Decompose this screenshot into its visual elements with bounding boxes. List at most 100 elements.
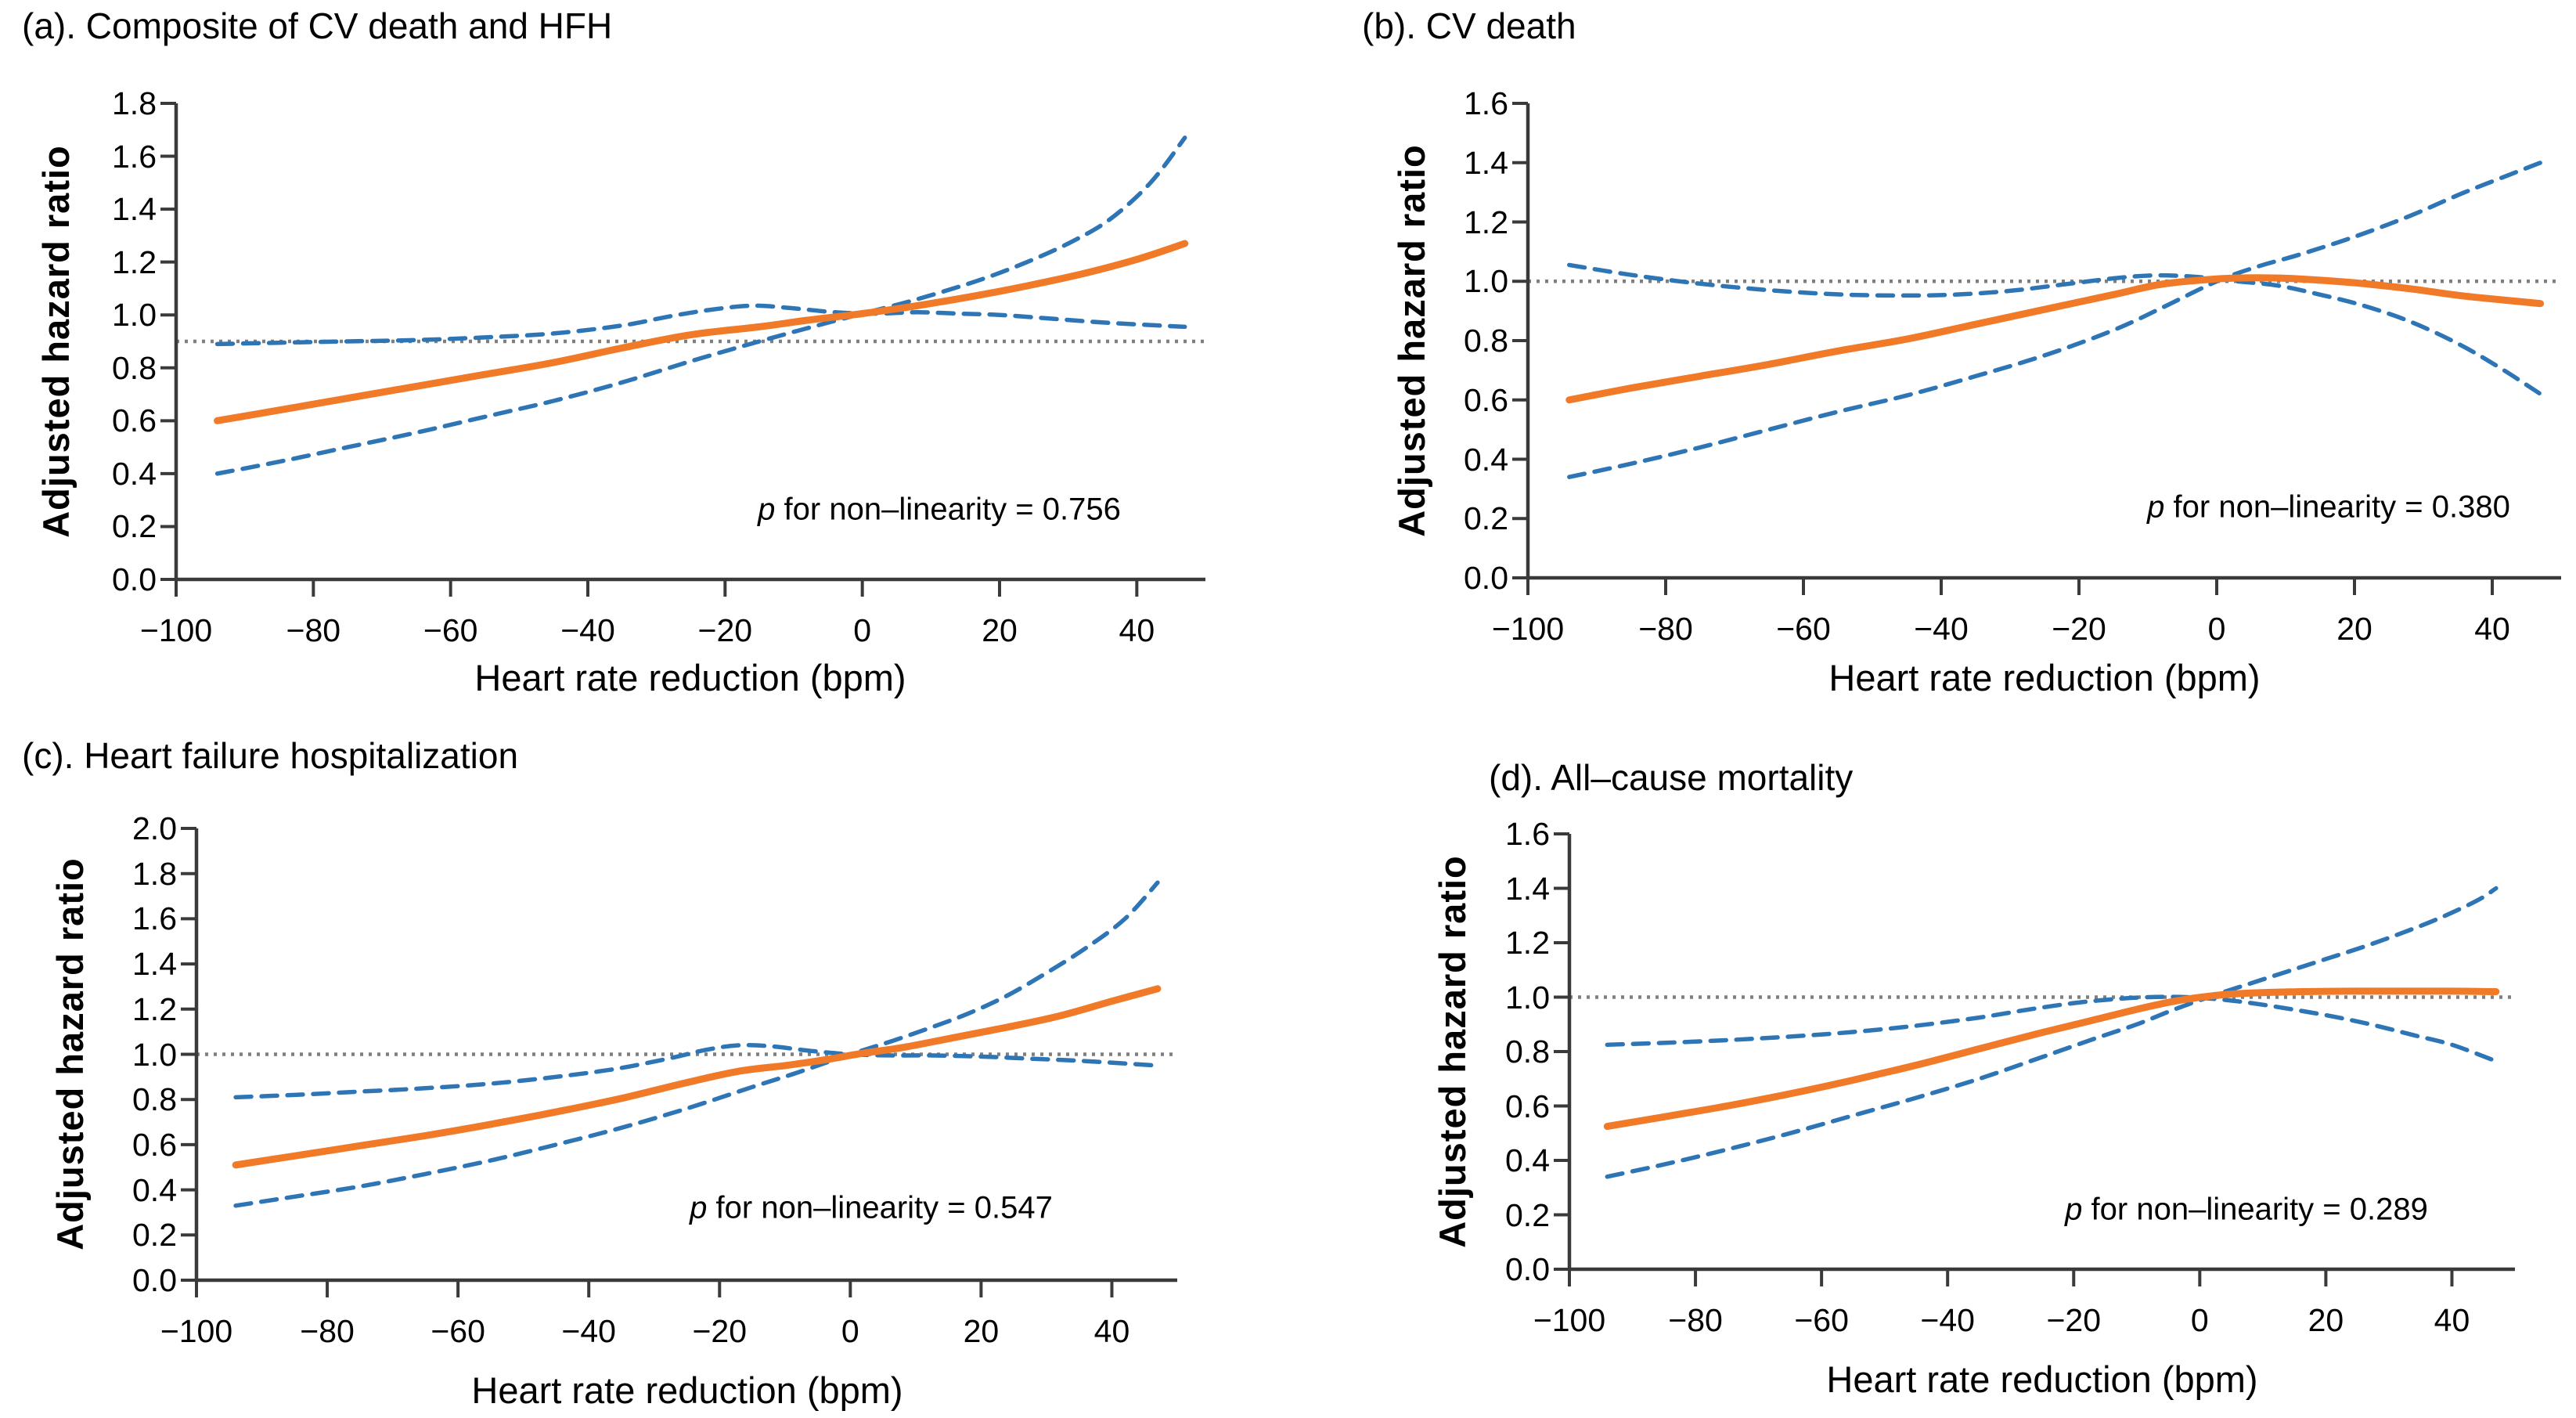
- c-ci-band-flat-curve: [233, 1042, 1160, 1100]
- panel-a-title: (a). Composite of CV death and HFH: [22, 5, 613, 46]
- b-ci-band-flat-curve: [1567, 262, 2543, 396]
- c-y-tick-label: 1.2: [132, 990, 177, 1027]
- d-x-tick-label: 0: [2190, 1302, 2209, 1338]
- panel-b-title: (b). CV death: [1362, 5, 1576, 46]
- d-y-tick-label: 1.0: [1505, 979, 1550, 1016]
- b-y-tick-label: 1.6: [1464, 85, 1508, 121]
- d-x-tick-label: 20: [2308, 1302, 2344, 1338]
- b-y-tick-label: 1.0: [1464, 263, 1508, 300]
- panel-d-p-symbol: p: [2065, 1192, 2083, 1227]
- c-y-tick-label: 1.8: [132, 855, 177, 892]
- d-ci-band-flat-curve: [1605, 994, 2499, 1063]
- a-y-tick-label: 1.0: [112, 297, 157, 334]
- panel-d-title: (d). All–cause mortality: [1489, 757, 1854, 798]
- c-x-tick-label: −100: [160, 1313, 233, 1349]
- b-x-tick-label: −20: [2052, 611, 2106, 647]
- a-x-tick-label: −100: [139, 612, 213, 648]
- b-x-tick-label: 0: [2207, 611, 2226, 647]
- d-y-tick-label: 0.4: [1505, 1142, 1550, 1178]
- d-y-tick-label: 1.6: [1505, 816, 1550, 852]
- b-y-tick-label: 0.2: [1464, 500, 1508, 537]
- c-adjusted-hazard-ratio-curve: [232, 985, 1162, 1169]
- c-x-tick-label: 20: [963, 1313, 1000, 1349]
- c-y-tick-label: 1.4: [132, 946, 177, 983]
- b-y-tick-label: 0.4: [1464, 441, 1508, 478]
- c-y-tick-label: 2.0: [132, 810, 177, 846]
- panel-c-p-annotation: p for non–linearity = 0.547: [690, 1191, 1053, 1226]
- b-x-tick-label: 20: [2336, 611, 2372, 647]
- panel-a-p-annotation: p for non–linearity = 0.756: [758, 493, 1121, 528]
- d-y-tick-label: 0.8: [1505, 1034, 1550, 1070]
- c-y-tick-label: 0.6: [132, 1126, 177, 1163]
- d-y-tick-label: 1.4: [1505, 870, 1550, 907]
- b-y-tick-label: 1.2: [1464, 204, 1508, 240]
- b-x-tick-label: −60: [1776, 611, 1831, 647]
- d-y-tick-label: 0.2: [1505, 1196, 1550, 1233]
- a-ci-band-flat-curve: [214, 303, 1187, 347]
- b-y-tick-label: 1.4: [1464, 144, 1508, 181]
- a-x-tick-label: 40: [1119, 612, 1155, 648]
- a-y-tick-label: 1.6: [112, 138, 157, 175]
- c-x-tick-label: 40: [1093, 1313, 1130, 1349]
- c-y-tick-label: 0.0: [132, 1262, 177, 1298]
- a-x-tick-label: −40: [560, 612, 615, 648]
- d-ci-band-steep-curve: [1605, 886, 2499, 1179]
- panel-d-p-text: for non–linearity = 0.289: [2082, 1192, 2428, 1227]
- panel-a-p-symbol: p: [758, 492, 776, 527]
- panel-a-p-text: for non–linearity = 0.756: [775, 492, 1121, 527]
- a-y-tick-label: 1.8: [112, 85, 157, 121]
- b-y-tick-label: 0.0: [1464, 560, 1508, 596]
- d-x-tick-label: 40: [2434, 1302, 2470, 1338]
- a-y-tick-label: 0.8: [112, 349, 157, 386]
- a-x-tick-label: 0: [853, 612, 872, 648]
- a-y-tick-label: 0.2: [112, 508, 157, 545]
- d-x-tick-label: −40: [1920, 1302, 1975, 1338]
- a-y-tick-label: 1.4: [112, 191, 157, 228]
- panel-b-p-annotation: p for non–linearity = 0.380: [2147, 490, 2510, 525]
- c-x-tick-label: −80: [300, 1313, 355, 1349]
- panel-c-title: (c). Heart failure hospitalization: [22, 735, 519, 776]
- a-adjusted-hazard-ratio-curve: [214, 240, 1189, 424]
- b-x-tick-label: −100: [1491, 611, 1565, 647]
- d-y-tick-label: 1.2: [1505, 925, 1550, 961]
- panel-a-x-axis-label: Heart rate reduction (bpm): [474, 657, 906, 698]
- b-adjusted-hazard-ratio-curve: [1565, 274, 2545, 404]
- a-y-tick-label: 0.4: [112, 455, 157, 492]
- b-x-tick-label: 40: [2474, 611, 2510, 647]
- panel-d-x-axis-label: Heart rate reduction (bpm): [1826, 1358, 2258, 1400]
- d-y-tick-label: 0.6: [1505, 1088, 1550, 1124]
- d-y-tick-label: 0.0: [1505, 1251, 1550, 1287]
- c-y-tick-label: 0.8: [132, 1081, 177, 1118]
- panel-c-p-symbol: p: [690, 1190, 708, 1225]
- d-adjusted-hazard-ratio-curve: [1603, 987, 2500, 1131]
- a-x-tick-label: −20: [697, 612, 753, 648]
- c-x-tick-label: −60: [431, 1313, 485, 1349]
- c-x-tick-label: 0: [841, 1313, 859, 1349]
- d-x-tick-label: −60: [1794, 1302, 1849, 1338]
- panel-d-p-annotation: p for non–linearity = 0.289: [2065, 1192, 2428, 1228]
- b-y-tick-label: 0.6: [1464, 381, 1508, 418]
- panel-c-p-text: for non–linearity = 0.547: [707, 1190, 1053, 1225]
- a-x-tick-label: −60: [423, 612, 478, 648]
- c-y-tick-label: 1.0: [132, 1036, 177, 1073]
- b-x-tick-label: −80: [1638, 611, 1693, 647]
- a-x-tick-label: 20: [982, 612, 1018, 648]
- a-y-tick-label: 0.0: [112, 561, 157, 597]
- a-x-tick-label: −80: [286, 612, 341, 648]
- d-x-tick-label: −100: [1533, 1302, 1606, 1338]
- c-y-tick-label: 1.6: [132, 900, 177, 937]
- b-x-tick-label: −40: [1914, 611, 1969, 647]
- panel-b-p-symbol: p: [2147, 489, 2165, 525]
- a-ci-band-steep-curve: [214, 135, 1187, 476]
- a-y-tick-label: 1.2: [112, 244, 157, 280]
- d-x-tick-label: −20: [2046, 1302, 2102, 1338]
- panel-b-p-text: for non–linearity = 0.380: [2164, 489, 2510, 525]
- a-y-tick-label: 0.6: [112, 402, 157, 439]
- c-x-tick-label: −40: [561, 1313, 616, 1349]
- c-y-tick-label: 0.2: [132, 1217, 177, 1254]
- c-x-tick-label: −20: [692, 1313, 748, 1349]
- panel-c-x-axis-label: Heart rate reduction (bpm): [471, 1369, 903, 1411]
- c-y-tick-label: 0.4: [132, 1171, 177, 1208]
